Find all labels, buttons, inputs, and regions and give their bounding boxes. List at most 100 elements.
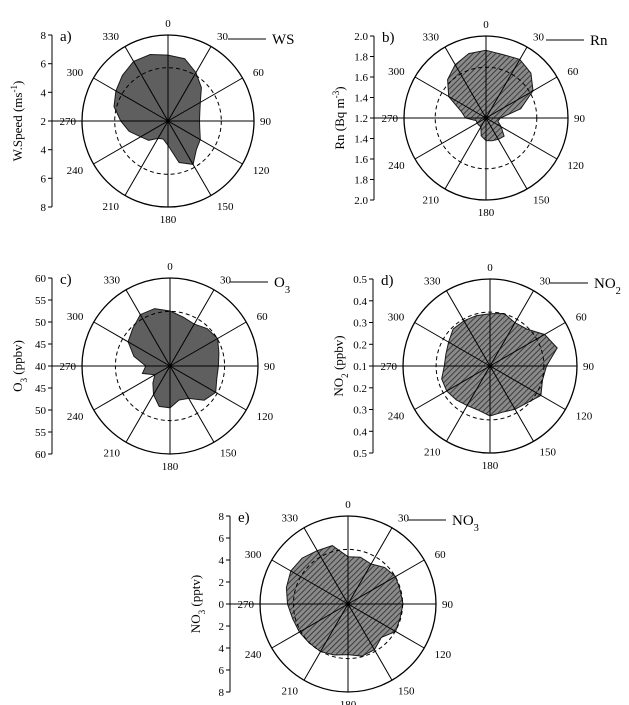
radial-tick-label: 2.0 — [354, 31, 368, 43]
angle-label-60: 60 — [253, 67, 265, 79]
radial-tick-label: 8 — [41, 30, 47, 42]
radial-tick-label: 0.3 — [353, 318, 367, 330]
panel-letter: a) — [60, 29, 72, 45]
angle-label-240: 240 — [388, 411, 405, 423]
polar-panel-a: 03060901201501802102402703003302446688W.… — [9, 18, 295, 226]
angle-label-240: 240 — [388, 160, 405, 172]
angle-label-300: 300 — [388, 312, 405, 324]
radial-tick-label: 0.5 — [353, 274, 367, 286]
radial-tick-label: 8 — [41, 202, 47, 214]
angle-label-90: 90 — [442, 599, 454, 611]
radial-tick-label: 0 — [219, 599, 225, 611]
angle-label-300: 300 — [245, 549, 262, 561]
radial-tick-label: 60 — [35, 273, 47, 285]
angle-label-30: 30 — [220, 274, 232, 286]
angle-label-90: 90 — [264, 361, 276, 373]
data-area-NO₃ — [286, 546, 403, 657]
angle-label-180: 180 — [482, 460, 499, 472]
radial-tick-label: 6 — [41, 59, 47, 71]
angle-label-0: 0 — [165, 18, 171, 30]
angle-label-210: 210 — [423, 194, 440, 206]
radial-tick-label: 45 — [35, 383, 47, 395]
angle-label-210: 210 — [103, 201, 120, 213]
radial-tick-label: 6 — [219, 665, 225, 677]
radial-tick-label: 0.2 — [353, 383, 367, 395]
radial-tick-label: 55 — [35, 295, 47, 307]
angle-label-150: 150 — [398, 686, 415, 698]
angle-label-0: 0 — [167, 261, 173, 273]
angle-label-120: 120 — [253, 165, 270, 177]
radial-tick-label: 8 — [219, 511, 225, 523]
angle-label-300: 300 — [67, 67, 84, 79]
angle-label-150: 150 — [540, 447, 557, 459]
angle-label-0: 0 — [487, 262, 493, 274]
radial-tick-label: 6 — [219, 533, 225, 545]
radial-tick-label: 1.8 — [354, 175, 368, 187]
panel-letter: e) — [238, 510, 250, 526]
angle-label-270: 270 — [60, 361, 77, 373]
angle-label-270: 270 — [382, 113, 399, 125]
angle-spoke-150 — [486, 118, 527, 189]
angle-label-120: 120 — [435, 649, 452, 661]
angle-label-90: 90 — [583, 361, 595, 373]
radial-tick-label: 4 — [219, 555, 225, 567]
angle-label-60: 60 — [576, 312, 588, 324]
y-axis-label: O3 (ppbv) — [10, 340, 29, 392]
legend-label: Rn — [590, 33, 608, 49]
angle-label-30: 30 — [540, 275, 552, 287]
angle-label-240: 240 — [67, 165, 84, 177]
radial-tick-label: 4 — [41, 145, 47, 157]
radial-tick-label: 0.5 — [353, 448, 367, 460]
angle-label-330: 330 — [424, 275, 441, 287]
angle-label-30: 30 — [533, 32, 545, 44]
angle-label-180: 180 — [340, 699, 357, 705]
radial-tick-label: 1.4 — [354, 134, 368, 146]
polar-panel-d: 0 30 60 90 120 150 180 210 240 270 300 330 0.1 0.2 0.2… — [331, 262, 621, 472]
angle-label-240: 240 — [67, 411, 84, 423]
angle-label-60: 60 — [435, 549, 447, 561]
radial-tick-label: 2 — [219, 577, 225, 589]
angle-label-330: 330 — [103, 31, 120, 43]
radial-tick-label: 0.3 — [353, 405, 367, 417]
panel-letter: d) — [381, 273, 394, 289]
angle-label-0: 0 — [345, 499, 351, 511]
legend-label: WS — [272, 32, 295, 48]
angle-label-180: 180 — [160, 214, 177, 226]
angle-label-0: 0 — [483, 19, 489, 31]
angle-label-240: 240 — [245, 649, 262, 661]
angle-label-300: 300 — [388, 66, 405, 78]
legend-label: NO2 — [594, 276, 621, 297]
angle-label-60: 60 — [567, 66, 579, 78]
y-axis-label: NO3 (pptv) — [188, 575, 207, 633]
angle-label-180: 180 — [478, 207, 495, 219]
y-axis-label: Rn (Bq m-3) — [331, 86, 347, 149]
polar-panel-e: 0306090120150180210240270300330022446688… — [188, 499, 479, 705]
polar-panel-b: 0 30 60 90 120 150 180 210 240 270 300 330 1.2 1.4 1.4… — [331, 19, 608, 219]
radial-tick-label: 1.6 — [354, 72, 368, 84]
angle-spoke-210 — [445, 118, 486, 189]
angle-label-330: 330 — [104, 274, 121, 286]
radial-tick-label: 1.8 — [354, 52, 368, 64]
angle-label-150: 150 — [217, 201, 234, 213]
angle-label-210: 210 — [104, 448, 121, 460]
radial-tick-label: 2.0 — [354, 195, 368, 207]
angle-label-210: 210 — [424, 447, 441, 459]
radial-tick-label: 1.4 — [354, 93, 368, 105]
radial-tick-label: 55 — [35, 427, 47, 439]
angle-label-150: 150 — [220, 448, 237, 460]
radial-tick-label: 50 — [35, 405, 47, 417]
radial-tick-label: 1.6 — [354, 154, 368, 166]
radial-tick-label: 0.1 — [353, 361, 367, 373]
angle-label-60: 60 — [257, 311, 269, 323]
angle-label-150: 150 — [533, 194, 550, 206]
panel-letter: b) — [382, 30, 395, 46]
angle-label-30: 30 — [398, 512, 410, 524]
angle-spoke-240 — [415, 118, 486, 159]
angle-label-270: 270 — [238, 599, 255, 611]
data-area-O₃ — [128, 309, 219, 408]
y-axis-label: NO2 (ppbv) — [331, 335, 350, 396]
angle-label-120: 120 — [567, 160, 584, 172]
radial-tick-label: 0.4 — [353, 426, 367, 438]
radial-tick-label: 0.2 — [353, 339, 367, 351]
